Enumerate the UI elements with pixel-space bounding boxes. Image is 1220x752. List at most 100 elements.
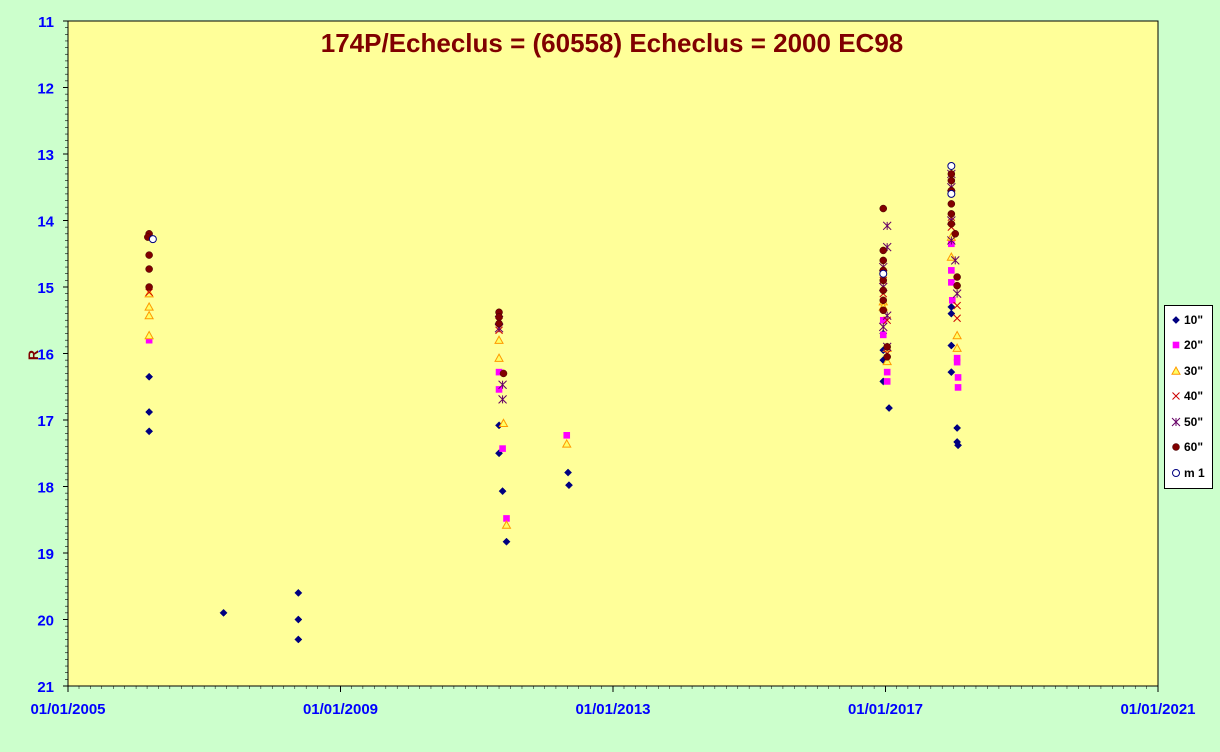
data-point bbox=[947, 309, 956, 318]
x-tick-label: 01/01/2021 bbox=[1120, 701, 1195, 718]
data-point bbox=[947, 161, 956, 170]
data-point bbox=[883, 353, 891, 361]
legend-label: 20" bbox=[1184, 338, 1204, 353]
data-point bbox=[563, 431, 571, 439]
data-point bbox=[145, 265, 153, 273]
legend-marker-shape bbox=[1172, 392, 1180, 401]
data-point bbox=[495, 368, 503, 376]
data-point bbox=[882, 221, 892, 231]
data-point bbox=[294, 635, 303, 644]
data-point bbox=[883, 368, 891, 376]
data-marks bbox=[144, 161, 963, 644]
data-point bbox=[294, 588, 303, 597]
data-point bbox=[882, 356, 893, 366]
legend-item: 10" bbox=[1169, 309, 1213, 329]
y-axis-label: R bbox=[25, 350, 41, 360]
data-point bbox=[879, 276, 888, 285]
data-point bbox=[952, 343, 962, 352]
data-point bbox=[499, 445, 506, 452]
axis-ticks: 11 12 13 14 15 16 17 18 19 20 21 01/01/2005 01/01/20… bbox=[30, 14, 1195, 718]
legend-marker bbox=[1172, 315, 1180, 324]
data-point bbox=[953, 301, 961, 310]
data-point bbox=[883, 343, 891, 351]
data-point bbox=[219, 608, 228, 617]
data-point bbox=[885, 404, 893, 412]
legend-label: 40" bbox=[1184, 389, 1204, 404]
x-tick-label: 01/01/2005 bbox=[30, 701, 105, 718]
x-tick-label: 01/01/2009 bbox=[303, 701, 378, 718]
data-point bbox=[144, 310, 154, 320]
data-point bbox=[494, 353, 504, 362]
data-point bbox=[879, 296, 888, 305]
legend-marker-shape bbox=[1172, 315, 1180, 324]
data-point bbox=[144, 301, 154, 311]
legend-item: 30" bbox=[1169, 360, 1213, 380]
data-point bbox=[948, 267, 955, 274]
data-point bbox=[879, 246, 888, 255]
data-point bbox=[503, 515, 510, 522]
chart-legend: 10" 20" 30" 40" 50" 60" m 1 bbox=[1164, 305, 1213, 489]
y-tick-label: 15 bbox=[37, 280, 54, 297]
data-point bbox=[148, 235, 157, 244]
data-point bbox=[947, 341, 956, 350]
data-point bbox=[145, 372, 154, 381]
data-point bbox=[498, 418, 509, 428]
data-point bbox=[145, 251, 153, 259]
data-point bbox=[561, 438, 572, 448]
data-point bbox=[954, 441, 963, 450]
y-tick-label: 14 bbox=[37, 214, 54, 231]
legend-marker-shape bbox=[1171, 365, 1181, 375]
data-point bbox=[145, 288, 153, 297]
legend-item: m 1 bbox=[1169, 462, 1213, 482]
data-point bbox=[952, 289, 962, 299]
data-point bbox=[952, 330, 962, 340]
data-point bbox=[883, 378, 891, 385]
data-point bbox=[954, 384, 962, 391]
legend-marker bbox=[1172, 392, 1180, 401]
legend-marker-shape bbox=[1172, 468, 1180, 477]
x-tick-label: 01/01/2013 bbox=[575, 701, 650, 718]
y-tick-label: 11 bbox=[38, 14, 54, 31]
data-point bbox=[498, 380, 507, 390]
data-point bbox=[946, 236, 956, 245]
y-tick-label: 13 bbox=[37, 147, 54, 164]
legend-item: 20" bbox=[1169, 335, 1213, 355]
series-7 bbox=[148, 161, 956, 278]
data-point bbox=[947, 200, 956, 208]
data-point bbox=[947, 176, 956, 185]
data-point bbox=[879, 269, 888, 278]
chart-title: 174P/Echeclus = (60558) Echeclus = 2000 … bbox=[321, 28, 904, 58]
legend-marker bbox=[1171, 365, 1181, 375]
data-point bbox=[495, 319, 503, 328]
data-point bbox=[494, 335, 504, 344]
data-point bbox=[498, 395, 507, 404]
legend-marker bbox=[1172, 468, 1180, 477]
data-point bbox=[501, 520, 512, 529]
series-1 bbox=[145, 302, 963, 644]
data-point bbox=[947, 210, 956, 218]
data-point bbox=[144, 330, 154, 340]
legend-marker bbox=[1172, 342, 1180, 349]
data-point bbox=[953, 358, 961, 366]
data-point bbox=[879, 286, 888, 295]
data-point bbox=[145, 336, 153, 344]
legend-item: 60" bbox=[1169, 437, 1213, 457]
data-point bbox=[953, 424, 962, 432]
data-point bbox=[144, 288, 154, 298]
legend-label: 30" bbox=[1184, 363, 1204, 378]
data-point bbox=[954, 374, 962, 381]
data-point bbox=[564, 468, 573, 477]
legend-item: 50" bbox=[1169, 411, 1213, 431]
legend-item: 40" bbox=[1169, 386, 1213, 406]
data-point bbox=[145, 427, 154, 436]
data-point bbox=[948, 279, 955, 286]
data-point bbox=[498, 487, 507, 496]
data-point bbox=[294, 615, 303, 624]
data-point bbox=[495, 386, 503, 393]
data-point bbox=[878, 322, 888, 332]
y-tick-label: 19 bbox=[37, 546, 54, 563]
legend-label: 50" bbox=[1184, 414, 1204, 429]
data-point bbox=[951, 230, 960, 238]
